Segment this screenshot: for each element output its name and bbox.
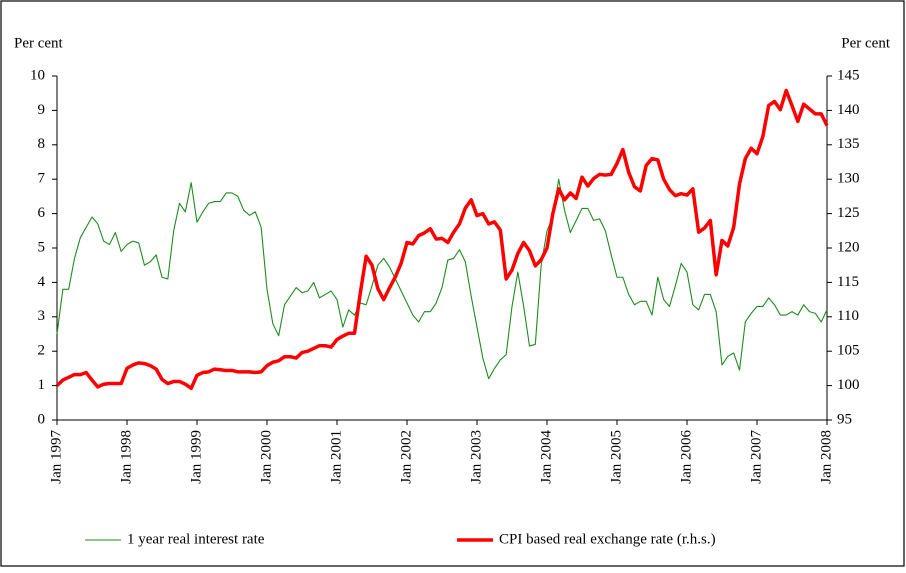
legend-label: CPI based real exchange rate (r.h.s.)	[499, 531, 716, 547]
y2-tick-label: 145	[837, 67, 860, 83]
y-tick-label: 10	[30, 67, 45, 83]
y-tick-label: 1	[38, 377, 46, 393]
y2-tick-label: 120	[837, 239, 860, 255]
y2-tick-label: 105	[837, 343, 860, 359]
y-tick-label: 7	[38, 171, 46, 187]
y2-tick-label: 130	[837, 171, 860, 187]
y2-tick-label: 100	[837, 377, 860, 393]
y-axis-label: Per cent	[14, 35, 64, 51]
y-tick-label: 2	[38, 343, 46, 359]
legend-label: 1 year real interest rate	[127, 531, 265, 547]
x-tick-label: Jan 2004	[538, 430, 554, 484]
y2-tick-label: 110	[837, 308, 859, 324]
x-tick-label: Jan 2000	[258, 430, 274, 484]
x-tick-label: Jan 2006	[678, 430, 694, 484]
x-tick-label: Jan 1999	[188, 430, 204, 484]
x-tick-label: Jan 2005	[608, 430, 624, 484]
x-tick-label: Jan 1998	[118, 430, 134, 484]
x-tick-label: Jan 2001	[328, 430, 344, 484]
y-tick-label: 8	[38, 136, 46, 152]
series-line	[56, 178, 828, 380]
y-tick-label: 4	[38, 274, 46, 290]
y-tick-label: 6	[38, 205, 46, 221]
y-tick-label: 3	[38, 308, 46, 324]
x-tick-label: Jan 2002	[398, 430, 414, 484]
y-tick-label: 9	[38, 102, 46, 118]
y2-tick-label: 95	[837, 411, 852, 427]
y2-tick-label: 140	[837, 102, 860, 118]
y-tick-label: 5	[38, 239, 46, 255]
x-tick-label: Jan 2007	[748, 430, 764, 484]
y2-tick-label: 115	[837, 274, 859, 290]
x-tick-label: Jan 2003	[468, 430, 484, 484]
x-tick-label: Jan 2008	[818, 430, 834, 484]
series-line	[55, 88, 829, 391]
y2-tick-label: 135	[837, 136, 860, 152]
y-tick-label: 0	[38, 411, 46, 427]
y2-tick-label: 125	[837, 205, 860, 221]
y2-axis-label: Per cent	[841, 35, 891, 51]
x-tick-label: Jan 1997	[48, 430, 64, 484]
